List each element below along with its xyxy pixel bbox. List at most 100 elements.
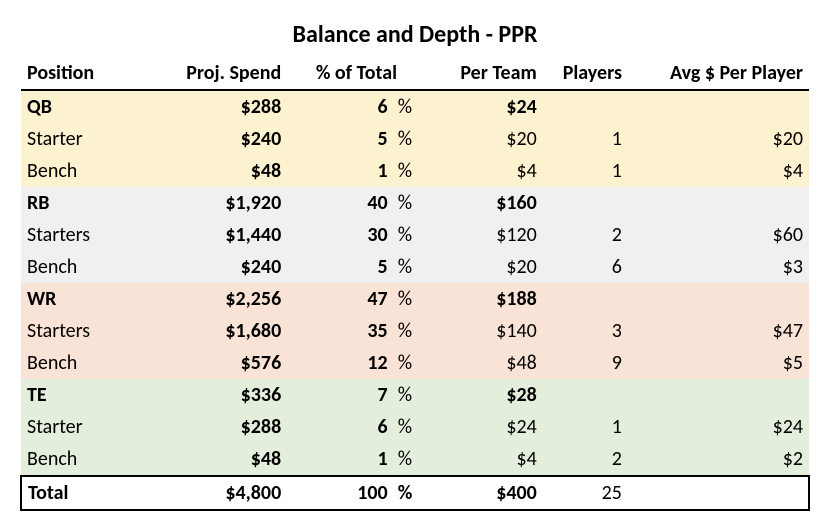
- cell-spend: $336: [149, 379, 287, 411]
- cell-pct: 100: [287, 476, 393, 510]
- cell-spend: $288: [149, 90, 287, 123]
- cell-players: [543, 187, 628, 219]
- cell-avg: $4: [628, 155, 809, 187]
- cell-pct-sym: %: [394, 123, 426, 155]
- table-row: TE$3367%$28: [21, 379, 809, 411]
- cell-position: Starter: [21, 123, 149, 155]
- cell-position: Starter: [21, 411, 149, 443]
- cell-per-team: $188: [426, 283, 543, 315]
- cell-avg: [628, 187, 809, 219]
- cell-position: WR: [21, 283, 149, 315]
- cell-pct-sym: %: [394, 379, 426, 411]
- cell-players: 2: [543, 443, 628, 476]
- table-row: Bench$481%$42$2: [21, 443, 809, 476]
- cell-players: 1: [543, 155, 628, 187]
- cell-pct: 6: [287, 411, 393, 443]
- cell-per-team: $20: [426, 123, 543, 155]
- table-row: Bench$2405%$206$3: [21, 251, 809, 283]
- cell-avg: $20: [628, 123, 809, 155]
- cell-players: [543, 283, 628, 315]
- cell-pct-sym: %: [394, 347, 426, 379]
- cell-position: Starters: [21, 315, 149, 347]
- cell-spend: $4,800: [149, 476, 287, 510]
- cell-pct: 35: [287, 315, 393, 347]
- cell-avg: [628, 476, 809, 510]
- cell-avg: [628, 90, 809, 123]
- cell-pct-sym: %: [394, 411, 426, 443]
- table-row: Starter$2405%$201$20: [21, 123, 809, 155]
- col-players: Players: [543, 57, 628, 90]
- cell-per-team: $140: [426, 315, 543, 347]
- cell-pct-sym: %: [394, 219, 426, 251]
- cell-per-team: $28: [426, 379, 543, 411]
- cell-spend: $1,440: [149, 219, 287, 251]
- cell-avg: $3: [628, 251, 809, 283]
- col-proj-spend: Proj. Spend: [149, 57, 287, 90]
- cell-players: 6: [543, 251, 628, 283]
- cell-pct: 7: [287, 379, 393, 411]
- cell-spend: $576: [149, 347, 287, 379]
- cell-pct: 5: [287, 251, 393, 283]
- cell-pct: 40: [287, 187, 393, 219]
- cell-players: [543, 90, 628, 123]
- cell-spend: $240: [149, 251, 287, 283]
- cell-spend: $2,256: [149, 283, 287, 315]
- cell-players: 3: [543, 315, 628, 347]
- cell-per-team: $4: [426, 155, 543, 187]
- col-per-team: Per Team: [426, 57, 543, 90]
- cell-per-team: $120: [426, 219, 543, 251]
- table-row: QB$2886%$24: [21, 90, 809, 123]
- cell-pct-sym: %: [394, 283, 426, 315]
- cell-per-team: $48: [426, 347, 543, 379]
- cell-pct-sym: %: [394, 251, 426, 283]
- cell-avg: [628, 283, 809, 315]
- table-row: Bench$57612%$489$5: [21, 347, 809, 379]
- cell-players: 25: [543, 476, 628, 510]
- cell-pct: 1: [287, 443, 393, 476]
- table-row: RB$1,92040%$160: [21, 187, 809, 219]
- cell-position: Bench: [21, 251, 149, 283]
- cell-position: TE: [21, 379, 149, 411]
- cell-avg: $24: [628, 411, 809, 443]
- balance-depth-table: Position Proj. Spend % of Total Per Team…: [20, 57, 810, 511]
- cell-position: Starters: [21, 219, 149, 251]
- cell-spend: $48: [149, 155, 287, 187]
- col-pct-total: % of Total: [287, 57, 425, 90]
- cell-position: Bench: [21, 443, 149, 476]
- cell-position: RB: [21, 187, 149, 219]
- cell-per-team: $4: [426, 443, 543, 476]
- cell-position: Bench: [21, 155, 149, 187]
- page-title: Balance and Depth - PPR: [20, 20, 810, 49]
- cell-players: 9: [543, 347, 628, 379]
- total-row: Total$4,800100%$40025: [21, 476, 809, 510]
- cell-avg: $5: [628, 347, 809, 379]
- table-row: Starter$2886%$241$24: [21, 411, 809, 443]
- table-row: WR$2,25647%$188: [21, 283, 809, 315]
- cell-players: 2: [543, 219, 628, 251]
- cell-pct-sym: %: [394, 476, 426, 510]
- cell-spend: $48: [149, 443, 287, 476]
- cell-per-team: $20: [426, 251, 543, 283]
- cell-per-team: $160: [426, 187, 543, 219]
- cell-spend: $288: [149, 411, 287, 443]
- cell-avg: $47: [628, 315, 809, 347]
- cell-position: QB: [21, 90, 149, 123]
- cell-pct-sym: %: [394, 155, 426, 187]
- cell-pct: 6: [287, 90, 393, 123]
- cell-per-team: $24: [426, 90, 543, 123]
- cell-pct: 30: [287, 219, 393, 251]
- cell-spend: $1,680: [149, 315, 287, 347]
- cell-pct: 47: [287, 283, 393, 315]
- cell-pct: 5: [287, 123, 393, 155]
- table-header-row: Position Proj. Spend % of Total Per Team…: [21, 57, 809, 90]
- cell-pct-sym: %: [394, 315, 426, 347]
- table-row: Starters$1,68035%$1403$47: [21, 315, 809, 347]
- cell-position: Total: [21, 476, 149, 510]
- cell-position: Bench: [21, 347, 149, 379]
- cell-avg: $2: [628, 443, 809, 476]
- col-position: Position: [21, 57, 149, 90]
- cell-players: 1: [543, 123, 628, 155]
- col-avg-per-player: Avg $ Per Player: [628, 57, 809, 90]
- cell-pct-sym: %: [394, 443, 426, 476]
- table-row: Starters$1,44030%$1202$60: [21, 219, 809, 251]
